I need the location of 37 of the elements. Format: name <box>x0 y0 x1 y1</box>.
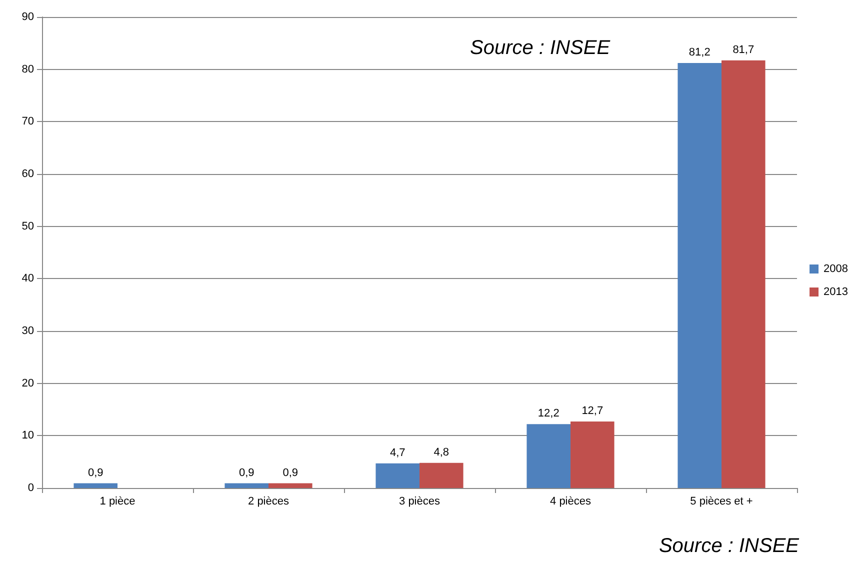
y-tick-label: 40 <box>22 272 34 285</box>
y-tick-label: 70 <box>22 116 34 128</box>
x-tick-label: 1 pièce <box>100 496 136 508</box>
y-tick-label: 90 <box>22 11 34 23</box>
data-label: 4,8 <box>434 446 450 458</box>
y-tick-label: 0 <box>28 482 34 494</box>
bar <box>722 60 766 488</box>
legend-label: 2013 <box>824 286 848 298</box>
annotation: Source : INSEE <box>470 37 611 59</box>
x-tick-label: 5 pièces et + <box>690 496 753 508</box>
bar <box>526 424 570 488</box>
y-tick-label: 80 <box>22 63 34 76</box>
bar <box>224 483 268 488</box>
bar <box>376 463 420 488</box>
x-tick-label: 2 pièces <box>248 496 290 508</box>
data-label: 81,2 <box>688 46 710 59</box>
data-label: 4,7 <box>390 446 406 459</box>
bar <box>570 422 614 488</box>
data-label: 12,2 <box>538 408 560 420</box>
y-tick-label: 50 <box>22 220 34 232</box>
data-label: 0,9 <box>238 466 254 479</box>
y-tick-label: 10 <box>22 430 34 442</box>
data-label: 12,7 <box>582 405 604 418</box>
bar <box>678 63 722 488</box>
bar <box>420 462 464 488</box>
y-tick-label: 30 <box>22 325 34 337</box>
legend-label: 2008 <box>824 263 848 275</box>
y-tick-label: 20 <box>22 377 34 390</box>
bar <box>268 483 312 488</box>
bar <box>74 483 118 488</box>
source-note: Source : INSEE <box>658 535 800 557</box>
y-tick-label: 60 <box>22 168 34 180</box>
x-tick-label: 4 pièces <box>550 496 592 508</box>
x-tick-label: 3 pièces <box>399 496 440 508</box>
data-label: 0,9 <box>88 466 104 479</box>
data-label: 81,7 <box>732 44 754 56</box>
data-label: 0,9 <box>282 466 298 479</box>
